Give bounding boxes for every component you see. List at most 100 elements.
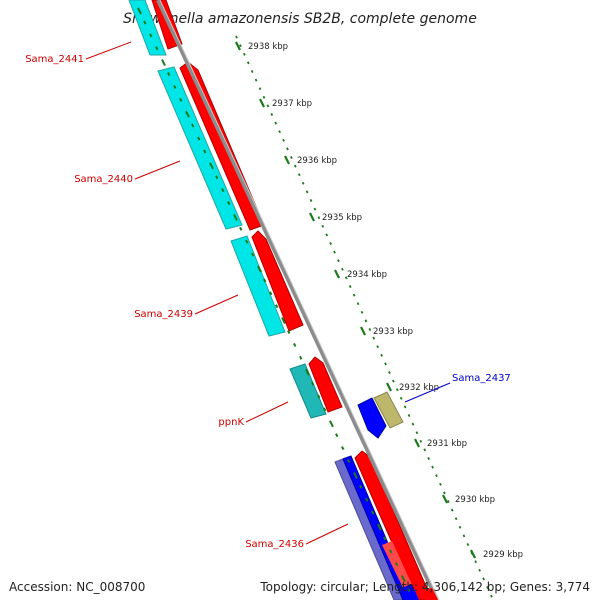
scale-dot	[431, 465, 434, 469]
scale-dot	[309, 199, 313, 202]
inner-tick	[179, 97, 183, 102]
scale-dot	[368, 328, 372, 331]
scale-dot	[278, 130, 281, 134]
scale-tick-label: 2935 kbp	[322, 213, 362, 223]
scale-tick-label: 2931 kbp	[427, 439, 467, 449]
scale-dot	[294, 164, 297, 168]
scale-major-tick	[470, 549, 476, 559]
inner-tick	[239, 226, 243, 231]
inner-tick	[173, 84, 177, 89]
gene-label[interactable]: Sama_2437	[452, 373, 511, 384]
scale-dot	[356, 302, 360, 306]
scale-dot	[450, 508, 454, 512]
scale-dot	[254, 78, 258, 82]
scale-dot	[407, 414, 411, 417]
inner-tick	[143, 20, 147, 25]
gene-label-leader	[194, 294, 239, 315]
gene-ppnk-forward[interactable]	[308, 356, 343, 413]
inner-tick	[137, 7, 142, 15]
inner-tick	[197, 136, 201, 141]
inner-tick	[269, 291, 273, 296]
inner-tick	[251, 252, 255, 257]
inner-tick	[383, 536, 387, 541]
gene-label-leader	[305, 523, 349, 545]
scale-tick-label: 2934 kbp	[347, 270, 387, 280]
gene-label[interactable]: Sama_2436	[245, 539, 304, 550]
inner-tick	[335, 433, 339, 438]
gene-label[interactable]: Sama_2439	[134, 309, 193, 320]
scale-dot	[313, 207, 317, 211]
inner-tick	[167, 72, 171, 76]
inner-tick	[227, 201, 231, 205]
inner-tick	[323, 407, 327, 412]
scale-dot	[462, 534, 466, 538]
scale-dot	[348, 285, 352, 288]
scale-dot	[392, 379, 395, 383]
gene-sama-2439-forward[interactable]	[251, 230, 304, 332]
scale-dot	[329, 242, 332, 245]
scale-dot	[301, 181, 305, 185]
scale-tick-label: 2929 kbp	[483, 550, 523, 560]
inner-tick	[221, 188, 225, 193]
scale-dot	[439, 482, 442, 486]
gene-partial-blue[interactable]	[401, 584, 419, 600]
gene-label[interactable]: Sama_2441	[25, 54, 84, 65]
scale-dot	[290, 156, 293, 159]
scale-dot	[305, 190, 309, 194]
gene-sama-2439-reverse[interactable]	[230, 235, 286, 337]
scale-major-tick	[360, 326, 366, 336]
inner-tick	[257, 265, 262, 273]
scale-dot	[427, 457, 430, 460]
scale-dot	[466, 543, 470, 546]
scale-dot	[325, 233, 329, 237]
scale-tick-label: 2930 kbp	[455, 495, 495, 505]
scale-dot	[321, 224, 325, 228]
gene-partial-red[interactable]	[421, 588, 438, 600]
scale-dot	[337, 259, 340, 263]
inner-tick	[317, 394, 321, 399]
scale-dot	[415, 431, 419, 435]
scale-dot	[458, 525, 462, 529]
inner-tick	[203, 149, 207, 154]
scale-major-tick	[259, 98, 265, 108]
scale-dot	[344, 276, 348, 280]
scale-dot	[446, 500, 450, 503]
inner-tick	[305, 368, 310, 376]
inner-tick	[311, 381, 315, 386]
scale-major-tick	[414, 438, 420, 448]
inner-tick	[395, 562, 399, 567]
scale-dot	[266, 104, 270, 108]
gene-ppnk-reverse[interactable]	[289, 363, 327, 419]
accession-text: Accession: NC_008700	[9, 580, 146, 594]
inner-tick	[185, 110, 190, 118]
scale-dot	[395, 388, 399, 392]
scale-dot	[380, 353, 383, 357]
gene-label-leader	[245, 401, 289, 423]
scale-dot	[297, 173, 301, 177]
scale-dot	[419, 439, 423, 443]
scale-dot	[474, 560, 478, 564]
gene-label[interactable]: ppnK	[218, 417, 244, 428]
scale-dot	[286, 147, 289, 151]
inner-tick	[155, 46, 159, 51]
inner-tick	[347, 459, 351, 463]
inner-tick	[389, 549, 393, 554]
scale-dot	[490, 594, 493, 598]
gene-sama-2437[interactable]	[357, 397, 387, 439]
topology-text: Topology: circular; Length: 4,306,142 bp…	[260, 580, 590, 594]
gene-sama-2441-reverse[interactable]	[128, 0, 167, 56]
scale-dot	[270, 113, 274, 116]
inner-tick	[293, 342, 297, 347]
scale-major-tick	[386, 382, 392, 392]
gene-sama-2437-neighbor[interactable]	[373, 391, 404, 429]
inner-tick	[281, 317, 286, 325]
gene-sama-2440-reverse[interactable]	[157, 66, 243, 230]
scale-dot	[384, 362, 387, 366]
scale-dot	[411, 422, 415, 426]
gene-label[interactable]: Sama_2440	[74, 174, 133, 185]
inner-tick	[353, 471, 358, 479]
gene-label-leader	[85, 41, 132, 60]
inner-tick	[407, 588, 411, 592]
gene-labels: Sama_2441 Sama_2440 Sama_2439 ppnK Sama_2436…	[25, 41, 511, 550]
